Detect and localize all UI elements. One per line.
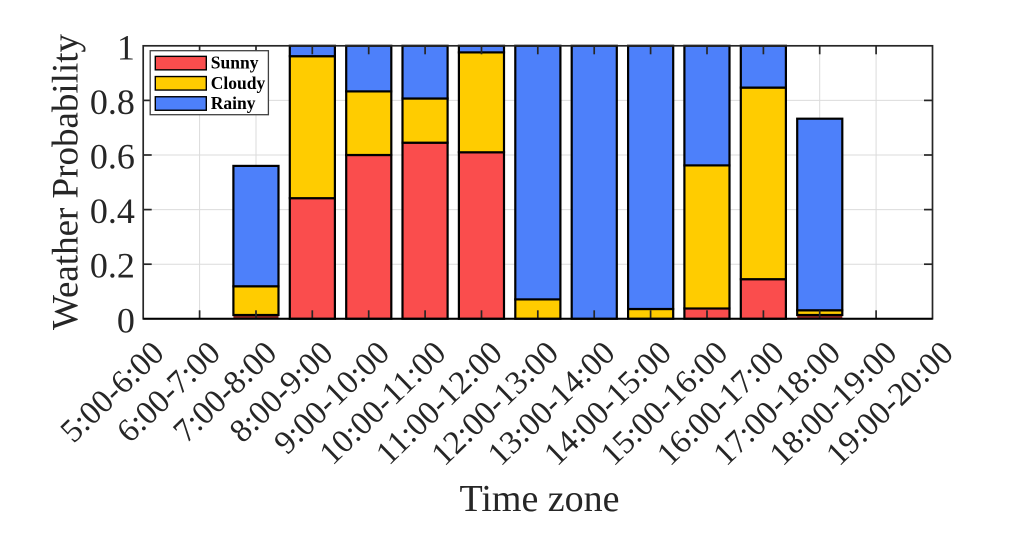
- svg-text:Sunny: Sunny: [211, 53, 259, 73]
- svg-text:0.4: 0.4: [90, 191, 135, 231]
- svg-text:Time zone: Time zone: [459, 478, 619, 520]
- svg-text:Cloudy: Cloudy: [211, 73, 266, 93]
- svg-text:0.6: 0.6: [90, 137, 135, 177]
- svg-text:Rainy: Rainy: [211, 93, 256, 113]
- svg-text:1: 1: [117, 27, 135, 67]
- svg-text:Weather Probability: Weather Probability: [46, 33, 87, 330]
- svg-text:0.8: 0.8: [90, 82, 135, 122]
- svg-text:0.2: 0.2: [90, 246, 135, 286]
- svg-text:0: 0: [117, 300, 135, 340]
